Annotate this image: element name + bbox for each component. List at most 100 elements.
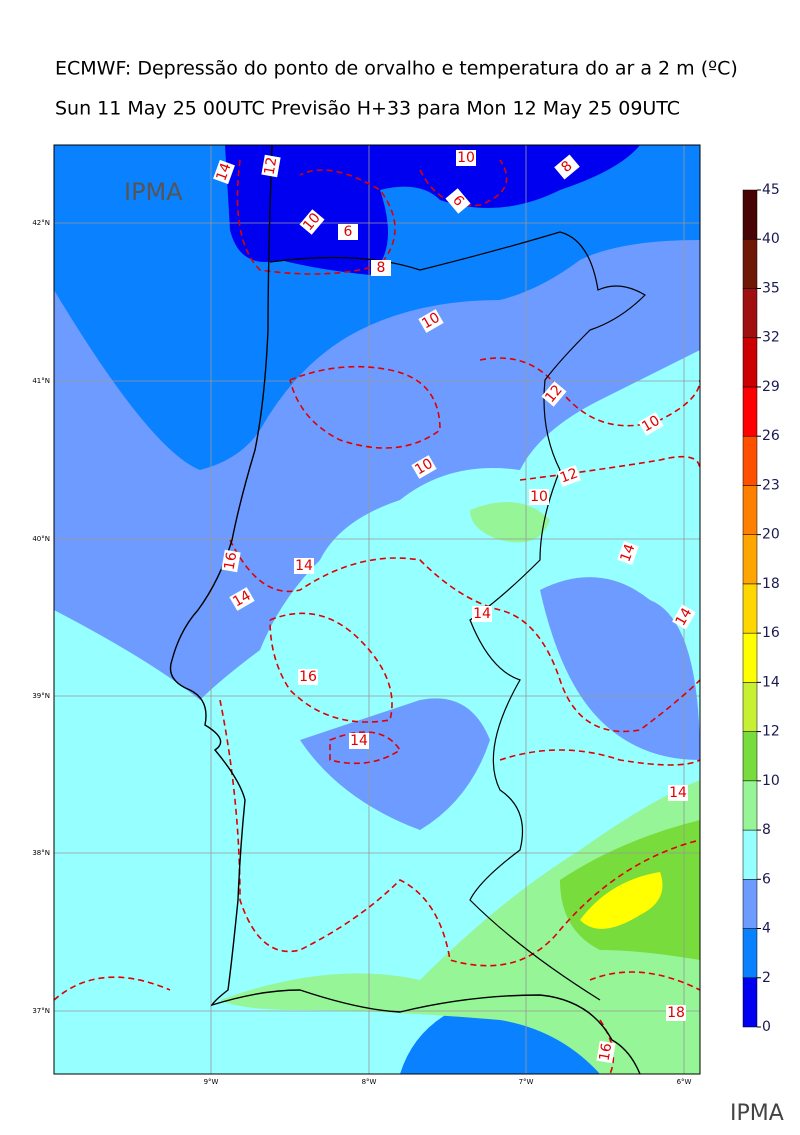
colorbar-label: 0 bbox=[762, 1019, 771, 1035]
contour-label-bg bbox=[411, 455, 437, 479]
contour-label-bg bbox=[213, 159, 235, 185]
lat-label: 39°N bbox=[32, 692, 50, 700]
colorbar-label: 23 bbox=[762, 477, 780, 493]
contour-label: 10 bbox=[530, 489, 548, 505]
contour-label-bg bbox=[666, 1005, 686, 1021]
contour-label-bg bbox=[299, 209, 325, 235]
map-frame bbox=[53, 144, 701, 1075]
contour-label: 14 bbox=[213, 161, 234, 183]
lon-label: 7°W bbox=[519, 1078, 534, 1086]
field bbox=[225, 145, 640, 275]
contour-label: 14 bbox=[295, 558, 313, 574]
lon-label: 9°W bbox=[204, 1078, 219, 1086]
colorbar-swatch bbox=[742, 731, 758, 782]
field bbox=[220, 780, 700, 1074]
colorbar-label: 32 bbox=[762, 330, 780, 346]
colorbar-label: 18 bbox=[762, 576, 780, 592]
field bbox=[470, 502, 550, 543]
colorbar-swatch bbox=[742, 189, 758, 240]
colorbar-label: 16 bbox=[762, 625, 780, 641]
contour-label: 18 bbox=[667, 1005, 685, 1021]
colorbar-swatch bbox=[742, 583, 758, 634]
lon-label: 6°W bbox=[677, 1078, 692, 1086]
contour-label-bg bbox=[338, 224, 358, 240]
contour-label: 8 bbox=[377, 260, 386, 276]
footer-logo: IPMA bbox=[730, 1101, 784, 1126]
contour-label: 6 bbox=[344, 224, 353, 240]
contour-label: 16 bbox=[597, 1042, 616, 1062]
colorbar-label: 4 bbox=[762, 921, 771, 937]
contour-label: 12 bbox=[262, 156, 281, 176]
coastline bbox=[169, 145, 641, 1074]
lat-label: 41°N bbox=[32, 377, 50, 385]
contour-label-bg bbox=[596, 1040, 616, 1064]
colorbar-swatch bbox=[742, 435, 758, 486]
colorbar-swatch bbox=[742, 879, 758, 929]
colorbar-label: 6 bbox=[762, 871, 771, 887]
lat-label: 40°N bbox=[32, 535, 50, 543]
lat-label: 37°N bbox=[32, 1007, 50, 1015]
contour-label: 14 bbox=[617, 542, 638, 564]
contour-label: 10 bbox=[412, 456, 435, 479]
map-logo: IPMA bbox=[124, 178, 183, 206]
contour-label-bg bbox=[556, 465, 582, 487]
contour-label-bg bbox=[472, 606, 492, 622]
colorbar-swatch bbox=[742, 632, 758, 683]
contour-label-bg bbox=[418, 309, 444, 333]
colorbar-label: 35 bbox=[762, 280, 780, 296]
contour-label-bg bbox=[638, 412, 664, 436]
colorbar-swatch bbox=[742, 780, 758, 831]
field bbox=[54, 1007, 260, 1074]
colorbar-swatch bbox=[742, 288, 758, 338]
colorbar-label: 29 bbox=[762, 379, 780, 395]
contour-label-bg bbox=[371, 260, 391, 276]
contour-label-bg bbox=[554, 154, 580, 180]
contour-label-bg bbox=[529, 489, 549, 505]
title: ECMWF: Depressão do ponto de orvalho e t… bbox=[55, 58, 738, 80]
colorbar-label: 26 bbox=[762, 428, 780, 444]
contour-label: 14 bbox=[473, 606, 491, 622]
contour-label-bg bbox=[617, 540, 639, 566]
colorbar-swatch bbox=[742, 977, 758, 1028]
border bbox=[269, 231, 646, 1001]
lon-label: 8°W bbox=[362, 1078, 377, 1086]
colorbar-swatch bbox=[742, 386, 758, 437]
map bbox=[54, 145, 700, 1074]
colorbar-swatch bbox=[742, 485, 758, 535]
subtitle: Sun 11 May 25 00UTC Previsão H+33 para M… bbox=[55, 98, 680, 120]
colorbar-swatch bbox=[742, 829, 758, 880]
colorbar-label: 8 bbox=[762, 822, 771, 838]
contour-label-bg bbox=[672, 604, 696, 630]
field bbox=[300, 698, 490, 830]
contour-label-bg bbox=[261, 154, 281, 178]
contour-label-bg bbox=[456, 150, 476, 166]
contour-label-bg bbox=[221, 549, 241, 573]
contour-label: 10 bbox=[639, 413, 662, 436]
colorbar-swatch bbox=[742, 238, 758, 289]
contour-label: 14 bbox=[230, 588, 254, 611]
colorbar-label: 20 bbox=[762, 527, 780, 543]
contour-label: 10 bbox=[457, 150, 475, 166]
colorbar-label: 40 bbox=[762, 231, 780, 247]
contour-label-bg bbox=[668, 785, 688, 801]
lat-label: 42°N bbox=[32, 219, 50, 227]
contour-label: 14 bbox=[669, 785, 687, 801]
colorbar-label: 2 bbox=[762, 970, 771, 986]
colorbar-swatch bbox=[742, 337, 758, 388]
contour-label: 16 bbox=[222, 551, 241, 571]
contour-label-bg bbox=[298, 669, 318, 685]
colorbar-label: 45 bbox=[762, 182, 780, 198]
colorbar-label: 14 bbox=[762, 674, 780, 690]
colorbar-swatch bbox=[742, 928, 758, 979]
contour-label-bg bbox=[229, 587, 255, 611]
colorbar-label: 10 bbox=[762, 773, 780, 789]
colorbar-label: 12 bbox=[762, 724, 780, 740]
contour-label: 16 bbox=[299, 669, 317, 685]
contour-label-bg bbox=[541, 381, 567, 407]
contour-label-bg bbox=[445, 188, 471, 214]
field bbox=[54, 145, 700, 470]
contour-label: 12 bbox=[558, 465, 580, 486]
lat-label: 38°N bbox=[32, 849, 50, 857]
contour-label: 14 bbox=[350, 733, 368, 749]
